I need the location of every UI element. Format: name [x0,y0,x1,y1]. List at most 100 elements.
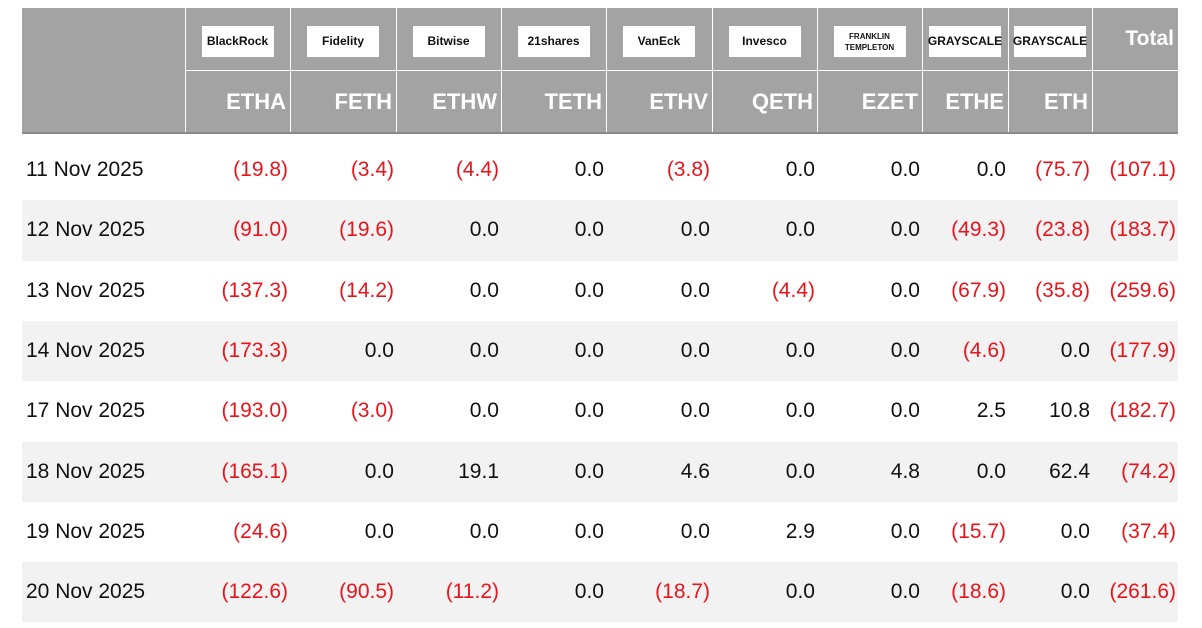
ticker-header: FETH [334,89,392,114]
flow-cell: 2.5 [976,399,1006,423]
header-separator [396,8,397,133]
flow-cell: 0.0 [364,459,394,483]
ticker-header: QETH [751,89,813,114]
flow-cell: 0.0 [574,218,604,242]
flow-cell: 0.0 [785,218,815,242]
total-header: Total [1125,27,1174,50]
date-cell: 19 Nov 2025 [26,519,146,543]
flow-cell: 0.0 [785,459,815,483]
ticker-header: ETHE [945,89,1004,114]
flow-cell: 0.0 [364,519,394,543]
flow-cell: 0.0 [785,399,815,423]
flow-cell: 0.0 [680,519,710,543]
flow-cell: 62.4 [1049,459,1090,483]
row-background [22,260,1178,321]
date-cell: 17 Nov 2025 [26,399,146,423]
ticker-header: TETH [544,89,602,114]
flow-cell: 0.0 [680,278,710,302]
header-separator [185,8,186,133]
flow-cell: (19.8) [233,158,288,181]
flow-cell: 0.0 [469,218,499,242]
ticker-header: ETHW [432,89,497,114]
ticker-header: EZET [861,89,918,114]
flow-cell: 0.0 [890,338,920,362]
flow-cell: (35.8) [1035,278,1090,302]
header-separator [290,8,291,133]
date-cell: 11 Nov 2025 [26,158,144,181]
issuer-logo: VanEck [623,26,695,57]
row-background [22,501,1178,563]
issuer-logo: Fidelity [307,26,379,57]
flow-cell: 0.0 [976,158,1006,181]
ticker-header: ETH [1044,89,1088,114]
flow-cell: (4.4) [771,278,815,302]
flow-cell: (122.6) [221,580,288,604]
flow-cell: 0.0 [469,399,499,423]
flow-cell: 4.6 [680,459,710,483]
issuer-logo: Invesco [728,26,801,57]
issuer-logo: BlackRock [201,26,274,57]
flow-cell: (11.2) [445,580,499,604]
flow-cell: (165.1) [221,459,288,483]
ticker-header: ETHA [226,89,286,114]
flow-cell: (4.4) [455,158,499,181]
flow-cell: (182.7) [1109,399,1176,423]
flow-cell: 0.0 [574,459,604,483]
flow-cell: 0.0 [1060,338,1090,362]
header-separator [712,8,713,133]
flow-cell: (259.6) [1109,278,1176,302]
issuer-logo: 21shares [517,26,590,57]
flow-cell: 0.0 [785,580,815,604]
flow-cell: 0.0 [574,158,604,181]
flow-cell: 0.0 [574,278,604,302]
flow-cell: (183.7) [1109,218,1176,242]
date-cell: 13 Nov 2025 [26,278,146,302]
flow-cell: 19.1 [458,459,499,483]
flow-cell: (23.8) [1035,218,1090,242]
issuer-logo: GRAYSCALE [1013,26,1087,57]
flow-cell: 0.0 [890,580,920,604]
flow-cell: (261.6) [1109,580,1176,604]
flow-cell: 10.8 [1049,399,1090,423]
date-cell: 14 Nov 2025 [26,338,146,362]
flow-cell: (18.7) [655,580,710,604]
flow-cell: 0.0 [574,580,604,604]
flow-cell: 0.0 [890,278,920,302]
flow-cell: 0.0 [976,459,1006,483]
flow-cell: (3.0) [350,399,394,423]
issuer-logo: FRANKLIN TEMPLETON [833,26,906,57]
flow-cell: (91.0) [233,218,288,242]
flow-cell: 0.0 [890,399,920,423]
header-separator [606,8,607,133]
flow-cell: (15.7) [951,519,1006,543]
issuer-logo: Bitwise [412,26,485,57]
header-separator [1092,8,1093,133]
flow-cell: 0.0 [1060,519,1090,543]
flow-cell: (67.9) [951,278,1006,302]
row-background [22,320,1178,382]
flow-cell: 0.0 [469,338,499,362]
flow-cell: (4.6) [962,338,1006,362]
date-cell: 12 Nov 2025 [26,218,146,242]
flow-cell: 0.0 [785,338,815,362]
flow-cell: (107.1) [1109,158,1176,181]
flow-cell: 0.0 [680,399,710,423]
flow-cell: (24.6) [233,519,288,543]
flow-cell: (37.4) [1121,519,1176,543]
flow-cell: 0.0 [469,278,499,302]
row-background [22,200,1178,261]
flow-cell: 0.0 [574,338,604,362]
flow-cell: 0.0 [574,399,604,423]
row-background [22,140,1178,201]
header-separator [922,8,923,133]
flow-cell: 0.0 [680,218,710,242]
flow-cell: 0.0 [1060,580,1090,604]
flow-cell: (3.8) [666,158,710,181]
flow-cell: 0.0 [890,519,920,543]
issuer-logo: GRAYSCALE [928,26,1002,57]
flow-cell: (173.3) [221,338,288,362]
flow-cell: 0.0 [890,158,920,181]
flow-cell: 0.0 [890,218,920,242]
flow-cell: (74.2) [1121,459,1176,483]
